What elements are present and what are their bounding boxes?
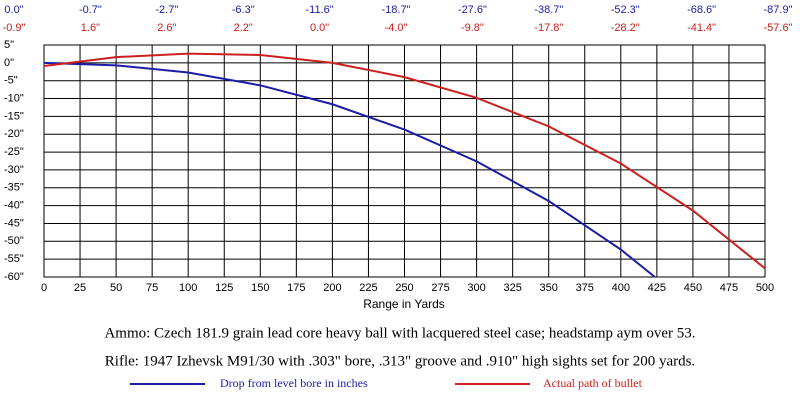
value-label: 2.6" xyxy=(157,22,176,34)
value-label: -0.7" xyxy=(79,4,102,16)
y-tick-label: -30" xyxy=(4,164,24,176)
value-label: -4.0" xyxy=(385,22,408,34)
x-tick-label: 450 xyxy=(684,282,702,294)
value-label: 1.6" xyxy=(81,22,100,34)
x-tick-label: 375 xyxy=(576,282,594,294)
value-label: 2.2" xyxy=(234,22,253,34)
y-tick-label: -10" xyxy=(4,92,24,104)
x-tick-label: 0 xyxy=(41,282,47,294)
series-line xyxy=(44,52,765,270)
x-tick-label: 275 xyxy=(431,282,449,294)
x-tick-label: 125 xyxy=(215,282,233,294)
series-line xyxy=(44,61,657,277)
x-tick-label: 200 xyxy=(323,282,341,294)
value-label: 0.0" xyxy=(4,4,23,16)
value-label: -18.7" xyxy=(382,4,411,16)
value-label: -52.3" xyxy=(611,4,640,16)
y-tick-label: 5" xyxy=(4,39,14,51)
x-tick-label: 100 xyxy=(179,282,197,294)
value-label: -68.6" xyxy=(687,4,716,16)
x-tick-label: 500 xyxy=(756,282,774,294)
value-label: -28.2" xyxy=(611,22,640,34)
value-label: -11.6" xyxy=(306,4,334,16)
y-tick-label: 0" xyxy=(4,57,14,69)
y-tick-label: -25" xyxy=(4,146,24,158)
value-label: -27.6" xyxy=(458,4,487,16)
x-axis-label: Range in Yards xyxy=(363,297,445,311)
x-tick-label: 250 xyxy=(395,282,413,294)
annotation: Rifle: 1947 Izhevsk M91/30 with .303" bo… xyxy=(105,353,695,369)
value-label: -2.7" xyxy=(155,4,178,16)
plot-border xyxy=(43,44,766,278)
x-tick-label: 150 xyxy=(251,282,269,294)
y-tick-label: -60" xyxy=(4,271,24,283)
y-tick-label: -15" xyxy=(4,110,24,122)
y-tick-label: -5" xyxy=(4,75,18,87)
x-tick-label: 175 xyxy=(287,282,305,294)
value-label: -41.4" xyxy=(687,22,716,34)
legend-label: Drop from level bore in inches xyxy=(220,376,368,390)
x-tick-label: 300 xyxy=(467,282,485,294)
x-tick-label: 225 xyxy=(359,282,377,294)
legend-label: Actual path of bullet xyxy=(543,376,643,390)
value-label: 0.0" xyxy=(310,22,329,34)
value-label: -57.6" xyxy=(764,22,793,34)
value-label: -6.3" xyxy=(232,4,255,16)
value-label: -38.7" xyxy=(534,4,563,16)
value-label: -17.8" xyxy=(534,22,563,34)
x-tick-label: 25 xyxy=(74,282,86,294)
x-tick-label: 75 xyxy=(146,282,158,294)
x-tick-label: 350 xyxy=(540,282,558,294)
y-tick-label: -45" xyxy=(4,217,24,229)
x-tick-label: 425 xyxy=(648,282,666,294)
y-tick-label: -35" xyxy=(4,182,24,194)
y-tick-label: -50" xyxy=(4,235,24,247)
value-label: -0.9" xyxy=(3,22,26,34)
y-tick-label: -40" xyxy=(4,200,24,212)
x-tick-label: 50 xyxy=(110,282,122,294)
annotation: Ammo: Czech 181.9 grain lead core heavy … xyxy=(104,325,695,341)
x-tick-label: 475 xyxy=(720,282,738,294)
value-label: -9.8" xyxy=(461,22,484,34)
x-tick-label: 400 xyxy=(612,282,630,294)
y-tick-label: -55" xyxy=(4,253,24,265)
y-tick-label: -20" xyxy=(4,128,24,140)
x-tick-label: 325 xyxy=(503,282,521,294)
value-label: -87.9" xyxy=(764,4,793,16)
